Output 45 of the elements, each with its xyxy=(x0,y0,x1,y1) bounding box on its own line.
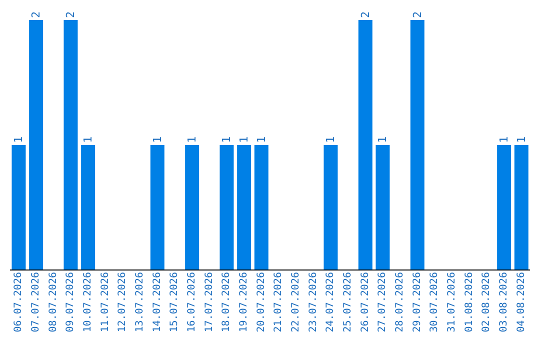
data-label: 2 xyxy=(358,11,372,18)
data-label: 1 xyxy=(186,136,199,143)
data-label: 1 xyxy=(498,136,511,143)
x-tick-label: 17.07.2026 xyxy=(204,272,215,332)
data-label: 1 xyxy=(12,136,26,143)
x-tick-label: 20.07.2026 xyxy=(256,272,267,332)
data-label: 2 xyxy=(410,11,424,18)
x-tick-label: 06.07.2026 xyxy=(13,272,24,332)
x-tick-label: 18.07.2026 xyxy=(221,272,232,332)
x-tick-label: 21.07.2026 xyxy=(273,272,284,332)
x-tick-label: 28.07.2026 xyxy=(394,272,406,332)
data-label: 1 xyxy=(514,136,528,143)
x-tick-label: 07.07.2026 xyxy=(30,272,42,332)
data-label: 1 xyxy=(376,136,390,143)
x-tick-label: 27.07.2026 xyxy=(377,272,388,332)
x-tick-label: 02.08.2026 xyxy=(481,272,492,332)
x-tick-label: 09.07.2026 xyxy=(65,272,76,332)
x-tick-label: 14.07.2026 xyxy=(152,272,163,332)
data-label: 1 xyxy=(220,136,234,143)
x-tick-label: 03.08.2026 xyxy=(498,272,510,332)
x-tick-label: 30.07.2026 xyxy=(429,272,440,332)
x-tick-label: 15.07.2026 xyxy=(169,272,180,332)
data-label: 1 xyxy=(254,136,268,143)
x-tick-label: 10.07.2026 xyxy=(82,272,94,332)
x-tick-label: 26.07.2026 xyxy=(360,272,371,332)
x-tick-label: 12.07.2026 xyxy=(117,272,128,332)
x-tick-label: 25.07.2026 xyxy=(342,272,354,332)
data-label: 1 xyxy=(150,136,164,143)
x-tick-label: 19.07.2026 xyxy=(238,272,250,332)
data-label: 1 xyxy=(324,136,338,143)
data-label: 1 xyxy=(82,136,95,143)
data-label: 2 xyxy=(64,11,78,18)
x-tick-label: 29.07.2026 xyxy=(412,272,423,332)
x-tick-label: 16.07.2026 xyxy=(186,272,198,332)
x-tick-label: 31.07.2026 xyxy=(446,272,458,332)
x-tick-label: 13.07.2026 xyxy=(134,272,146,332)
x-tick-label: 22.07.2026 xyxy=(290,272,302,332)
data-label: 1 xyxy=(238,136,251,143)
x-tick-label: 23.07.2026 xyxy=(308,272,319,332)
x-tick-label: 11.07.2026 xyxy=(100,272,111,332)
data-label: 2 xyxy=(30,11,43,18)
x-tick-label: 24.07.2026 xyxy=(325,272,336,332)
x-tick-label: 01.08.2026 xyxy=(464,272,475,332)
x-tick-label: 04.08.2026 xyxy=(516,272,527,332)
x-tick-label: 08.07.2026 xyxy=(48,272,59,332)
